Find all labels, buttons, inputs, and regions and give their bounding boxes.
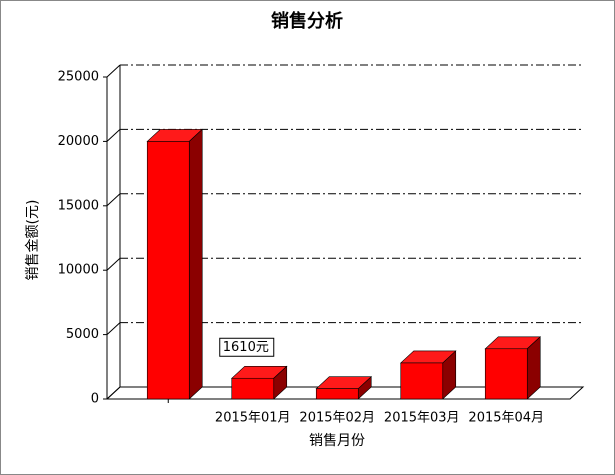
bar (231, 377, 275, 400)
wall-edge (106, 64, 121, 78)
y-tick-label: 5000 (66, 327, 99, 342)
y-tick-label: 10000 (58, 263, 99, 278)
bar (146, 141, 190, 400)
x-tick-label: 2015年04月 (468, 411, 544, 426)
x-axis-title: 销售月份 (309, 433, 365, 449)
bar-side (188, 128, 203, 400)
wall-edge (106, 129, 121, 142)
x-tick-label: 2015年03月 (384, 411, 460, 426)
bar (400, 362, 444, 400)
y-tick-label: 15000 (58, 198, 99, 213)
y-tick-label: 20000 (58, 134, 99, 149)
wall-edge (106, 322, 121, 335)
chart-title: 销售分析 (271, 10, 343, 32)
y-axis-title: 销售金额(元) (25, 200, 41, 281)
wall-edge (106, 257, 121, 271)
wall-edge (106, 193, 121, 207)
wall-edge (106, 386, 121, 400)
bar (484, 348, 528, 400)
bar (315, 388, 359, 400)
y-tick-label: 25000 (58, 70, 99, 85)
value-label: 1610元 (223, 340, 269, 355)
x-tick-label: 2015年02月 (299, 411, 375, 426)
value-label-box (219, 337, 275, 357)
y-tick-label: 0 (91, 392, 99, 407)
x-tick-label: 2015年01月 (215, 411, 291, 426)
